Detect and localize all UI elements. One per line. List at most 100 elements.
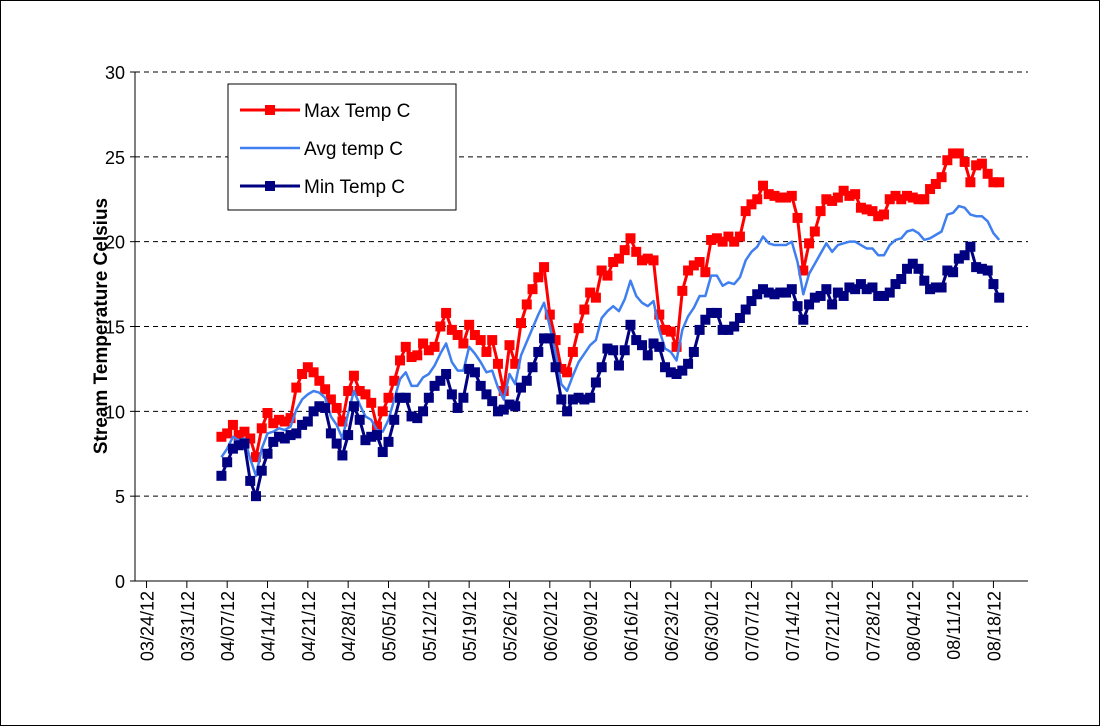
data-point — [913, 194, 924, 205]
data-point — [631, 246, 642, 257]
data-point — [965, 241, 976, 252]
data-point — [516, 382, 527, 393]
data-point — [539, 333, 550, 344]
data-point — [608, 345, 619, 356]
data-point — [550, 335, 561, 346]
data-point — [291, 382, 302, 393]
data-point — [348, 401, 359, 412]
data-point — [527, 284, 538, 295]
data-point — [556, 363, 567, 374]
data-point — [475, 380, 486, 391]
data-point — [723, 231, 734, 242]
data-point — [763, 287, 774, 298]
data-point — [567, 346, 578, 357]
data-point — [544, 333, 555, 344]
data-point — [717, 324, 728, 335]
data-point — [694, 324, 705, 335]
data-point — [596, 362, 607, 373]
data-point — [694, 257, 705, 268]
y-tick-label: 10 — [105, 402, 125, 422]
data-point — [625, 233, 636, 244]
data-point — [371, 430, 382, 441]
data-point — [873, 290, 884, 301]
data-point — [446, 389, 457, 400]
data-point — [227, 419, 238, 430]
data-point — [936, 282, 947, 293]
data-point — [706, 234, 717, 245]
x-tick-label: 05/26/12 — [500, 591, 520, 661]
data-point — [579, 304, 590, 315]
data-point — [907, 192, 918, 203]
data-point — [320, 384, 331, 395]
data-point — [389, 375, 400, 386]
data-point — [982, 168, 993, 179]
data-point — [827, 195, 838, 206]
data-point — [786, 190, 797, 201]
data-point — [752, 194, 763, 205]
data-point — [302, 362, 313, 373]
x-tick-label: 04/07/12 — [218, 591, 238, 661]
data-point — [279, 433, 290, 444]
data-point — [383, 436, 394, 447]
data-point — [596, 265, 607, 276]
data-point — [360, 435, 371, 446]
data-point — [562, 367, 573, 378]
data-point — [406, 352, 417, 363]
data-point — [838, 185, 849, 196]
data-point — [890, 190, 901, 201]
data-point — [429, 380, 440, 391]
data-point — [406, 411, 417, 422]
data-point — [371, 421, 382, 432]
data-point — [366, 431, 377, 442]
data-point — [792, 301, 803, 312]
data-point — [821, 194, 832, 205]
data-point — [677, 365, 688, 376]
data-point — [573, 323, 584, 334]
data-point — [567, 394, 578, 405]
data-point — [579, 394, 590, 405]
data-point — [660, 362, 671, 373]
x-tick-label: 08/04/12 — [904, 591, 924, 661]
data-point — [636, 340, 647, 351]
data-point — [625, 319, 636, 330]
data-point — [250, 452, 261, 463]
x-tick-label: 04/14/12 — [259, 591, 279, 661]
data-point — [498, 404, 509, 415]
data-point — [521, 299, 532, 310]
data-point — [389, 414, 400, 425]
data-point — [337, 450, 348, 461]
data-point — [861, 204, 872, 215]
data-point — [884, 287, 895, 298]
x-tick-label: 07/21/12 — [823, 591, 843, 661]
data-point — [723, 324, 734, 335]
data-point — [441, 307, 452, 318]
data-point — [729, 236, 740, 247]
data-point — [706, 307, 717, 318]
data-point — [354, 385, 365, 396]
data-point — [982, 265, 993, 276]
data-point — [337, 416, 348, 427]
data-point — [308, 367, 319, 378]
data-point — [222, 457, 233, 468]
data-point — [423, 392, 434, 403]
data-point — [274, 431, 285, 442]
legend-marker — [265, 181, 275, 191]
data-point — [763, 189, 774, 200]
data-point — [988, 279, 999, 290]
data-point — [383, 392, 394, 403]
data-point — [412, 413, 423, 424]
data-point — [740, 206, 751, 217]
data-point — [936, 172, 947, 183]
data-point — [262, 448, 273, 459]
x-tick-label: 08/18/12 — [984, 591, 1004, 661]
data-point — [919, 275, 930, 286]
x-tick-label: 05/05/12 — [379, 591, 399, 661]
data-point — [590, 377, 601, 388]
data-point — [354, 414, 365, 425]
data-point — [331, 402, 342, 413]
data-point — [792, 212, 803, 223]
data-point — [971, 160, 982, 171]
data-point — [348, 370, 359, 381]
data-point — [867, 206, 878, 217]
data-point — [711, 233, 722, 244]
